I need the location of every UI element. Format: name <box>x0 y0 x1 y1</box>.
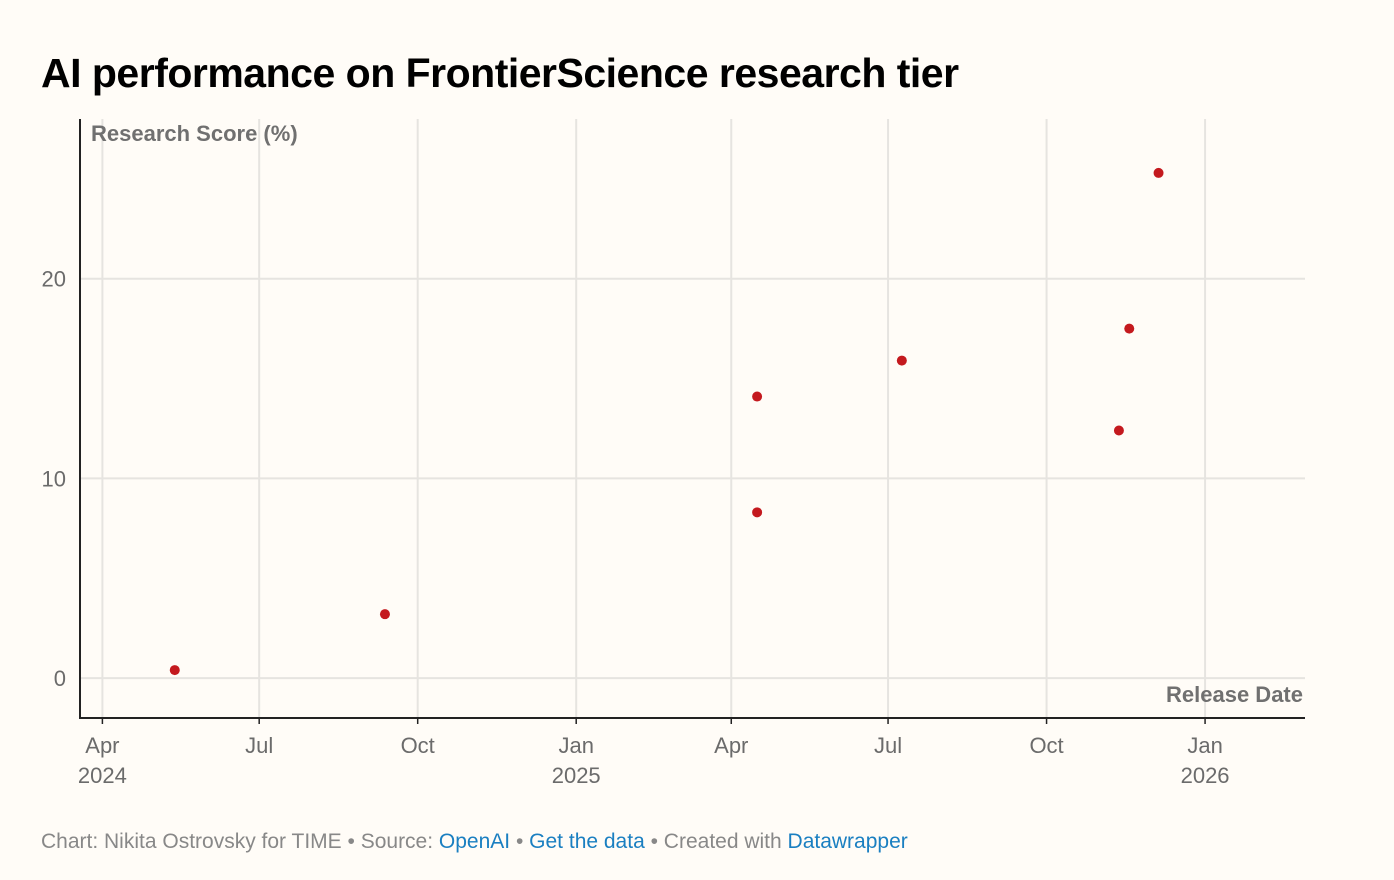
y-tick-label: 20 <box>42 267 66 292</box>
x-tick-year: 2025 <box>552 763 601 788</box>
axes <box>79 119 1305 719</box>
x-tick-month: Jan <box>1187 733 1222 758</box>
footer-separator: • <box>644 830 664 853</box>
x-tick-year: 2024 <box>78 763 127 788</box>
data-point <box>752 507 763 518</box>
x-tick-labels: Apr 2024 Jul Oct Jan 2025 Apr Jul Oct Jan 2026 <box>78 733 1230 788</box>
gridlines <box>80 119 1305 724</box>
x-tick-month: Jul <box>245 733 273 758</box>
x-tick-month: Apr <box>714 733 748 758</box>
x-tick-month: Jan <box>558 733 593 758</box>
source-link[interactable]: OpenAI <box>438 830 511 853</box>
footer-source-prefix: Source: <box>360 830 439 853</box>
data-point <box>1153 167 1164 178</box>
x-tick-month: Jul <box>874 733 902 758</box>
x-axis-title: Release Date <box>1166 682 1303 707</box>
get-data-link[interactable]: Get the data <box>529 830 645 853</box>
data-point <box>169 665 180 676</box>
data-point <box>752 391 763 402</box>
y-tick-label: 10 <box>42 466 66 491</box>
chart-footer: Chart: Nikita Ostrovsky for TIME • Sourc… <box>41 828 908 856</box>
x-tick-month: Apr <box>85 733 119 758</box>
datawrapper-link[interactable]: Datawrapper <box>787 830 908 853</box>
data-points <box>169 167 1164 676</box>
data-point <box>379 609 390 620</box>
y-tick-label: 0 <box>54 666 66 691</box>
footer-credit: Chart: Nikita Ostrovsky for TIME <box>41 830 342 853</box>
x-tick-month: Oct <box>1029 733 1063 758</box>
data-point <box>1124 323 1135 334</box>
x-tick-month: Oct <box>401 733 435 758</box>
data-point <box>896 355 907 366</box>
footer-created-prefix: Created with <box>663 830 788 853</box>
chart-title: AI performance on FrontierScience resear… <box>41 50 959 96</box>
data-point <box>1113 425 1124 436</box>
x-tick-year: 2026 <box>1181 763 1230 788</box>
footer-separator: • <box>510 830 530 853</box>
y-tick-labels: 0 10 20 <box>42 267 66 691</box>
footer-separator: • <box>341 830 361 853</box>
y-axis-title: Research Score (%) <box>91 121 298 146</box>
